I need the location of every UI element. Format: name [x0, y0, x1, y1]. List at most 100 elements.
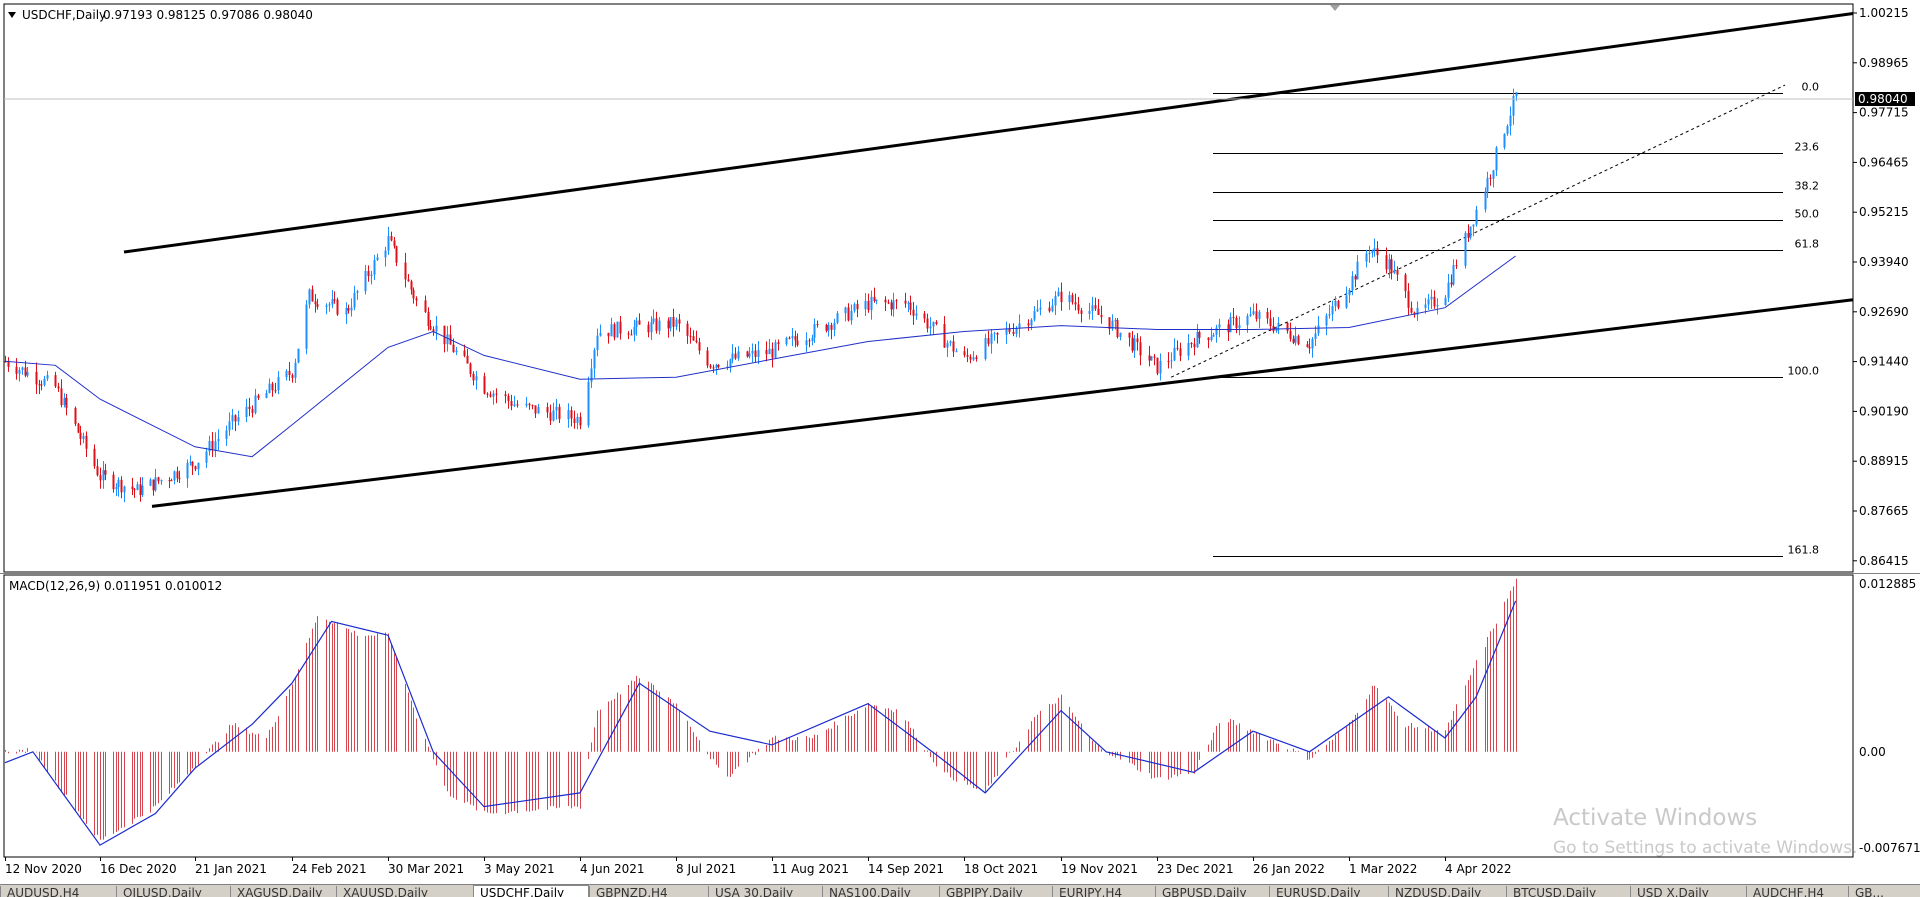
- candle-body: [746, 351, 749, 357]
- candle-body: [599, 332, 602, 336]
- candle-body: [1269, 318, 1272, 327]
- candle-body: [864, 300, 867, 310]
- candle-body: [1404, 274, 1407, 292]
- candle-body: [1187, 342, 1190, 356]
- candle-body: [214, 441, 217, 451]
- candle-body: [1071, 295, 1074, 303]
- chart-tab[interactable]: XAGUSD,Daily: [230, 886, 335, 897]
- candle-body: [1215, 327, 1218, 335]
- candle-body: [387, 236, 390, 251]
- axes: 1.00215 0.98965 0.97715 0.96465 0.95215 0.939…: [5, 6, 1920, 876]
- candle-body: [1455, 265, 1458, 267]
- chart-tab[interactable]: GBPNZD,H4: [589, 886, 707, 897]
- candle-body: [15, 366, 18, 374]
- candle-body: [796, 340, 799, 346]
- candle-body: [689, 335, 692, 337]
- candle-body: [74, 407, 77, 424]
- candle-body: [1057, 291, 1060, 296]
- current-price-tag: [1855, 92, 1915, 106]
- candle-body: [205, 451, 208, 463]
- candle-body: [1235, 317, 1238, 329]
- chart-tab[interactable]: XAUUSD,Daily: [336, 886, 472, 897]
- candle-body: [1012, 331, 1015, 334]
- price-label: 0.96465: [1859, 155, 1909, 169]
- candle-body: [446, 334, 449, 345]
- candle-body: [186, 462, 189, 479]
- candle-body: [412, 289, 415, 299]
- candle-body: [483, 376, 486, 394]
- candle-body: [225, 430, 228, 439]
- candle-body: [79, 432, 82, 439]
- candle-body: [1094, 305, 1097, 309]
- candle-body: [1515, 92, 1518, 97]
- candle-body: [189, 461, 192, 463]
- chart-tab[interactable]: USA 30,Daily: [708, 886, 821, 897]
- candle-body: [1207, 337, 1210, 341]
- chart-shift-marker[interactable]: [1330, 5, 1340, 11]
- chart-tab[interactable]: GBPJPY,Daily: [939, 886, 1051, 897]
- chart-tab[interactable]: NZDUSD,Daily: [1388, 886, 1505, 897]
- candle-body: [1464, 232, 1467, 266]
- candle-body: [469, 363, 472, 374]
- chart-tab[interactable]: EURUSD,Daily: [1269, 886, 1387, 897]
- chart-tab[interactable]: GBPUSD,Daily: [1155, 886, 1268, 897]
- fibonacci-retracement[interactable]: 0.0 23.6 38.2 50.0 61.8 100.0 161.8: [1170, 81, 1820, 557]
- price-label: 0.90190: [1859, 404, 1909, 418]
- candle-body: [969, 356, 972, 360]
- candle-body: [932, 321, 935, 327]
- candle-body: [1229, 317, 1232, 333]
- candle-body: [63, 397, 66, 406]
- candle-body: [149, 479, 152, 486]
- candle-body: [987, 338, 990, 344]
- candle-body: [768, 348, 771, 355]
- candle-body: [265, 392, 268, 398]
- candle-body: [314, 301, 317, 305]
- candle-body: [1159, 360, 1162, 374]
- chart-tab[interactable]: AUDUSD,H4: [0, 886, 115, 897]
- candle-body: [1297, 336, 1300, 345]
- dropdown-arrow-icon[interactable]: [8, 12, 16, 18]
- candle-body: [492, 393, 495, 397]
- candle-body: [1077, 304, 1080, 311]
- candle-body: [1317, 325, 1320, 334]
- chart-tab[interactable]: GB...: [1848, 886, 1919, 897]
- candle-body: [495, 393, 498, 395]
- price-label: 0.95215: [1859, 205, 1909, 219]
- chart-tab[interactable]: USD X,Daily: [1630, 886, 1745, 897]
- candle-body: [316, 304, 319, 307]
- candle-body: [489, 394, 492, 397]
- candle-body: [102, 470, 105, 481]
- chart-tab[interactable]: USDCHF,Daily: [473, 885, 589, 897]
- candle-body: [635, 320, 638, 327]
- candle-body: [949, 341, 952, 344]
- candle-body: [152, 479, 155, 491]
- chart-tab[interactable]: BTCUSD,Daily: [1506, 886, 1629, 897]
- candle-body: [884, 299, 887, 303]
- candle-body: [504, 394, 507, 397]
- chart-tab[interactable]: NAS100,Daily: [822, 886, 938, 897]
- macd-signal-line: [4, 600, 1517, 846]
- chart-tab[interactable]: OILUSD,Daily: [116, 886, 229, 897]
- candle-body: [907, 302, 910, 304]
- chart-tab[interactable]: EURJPY,H4: [1052, 886, 1154, 897]
- candle-body: [154, 477, 157, 491]
- candle-body: [590, 368, 593, 382]
- candle-body: [955, 351, 958, 353]
- candle-body: [1314, 333, 1317, 339]
- candle-body: [867, 300, 870, 311]
- chart-tab[interactable]: AUDCHF,H4: [1746, 886, 1847, 897]
- candle-body: [133, 489, 136, 491]
- candle-body: [1170, 360, 1173, 362]
- candle-body: [373, 260, 376, 275]
- candle-body: [825, 324, 828, 331]
- macd-axis-label: 0.012885: [1859, 577, 1916, 591]
- candle-body: [1506, 126, 1509, 134]
- fib-level-label: 161.8: [1788, 544, 1820, 557]
- candle-body: [847, 307, 850, 321]
- candle-body: [870, 296, 873, 311]
- candle-body: [1139, 342, 1142, 356]
- candle-body: [141, 485, 144, 495]
- candle-body: [844, 307, 847, 314]
- candle-body: [675, 319, 678, 327]
- trend-channel[interactable]: [123, 12, 1854, 508]
